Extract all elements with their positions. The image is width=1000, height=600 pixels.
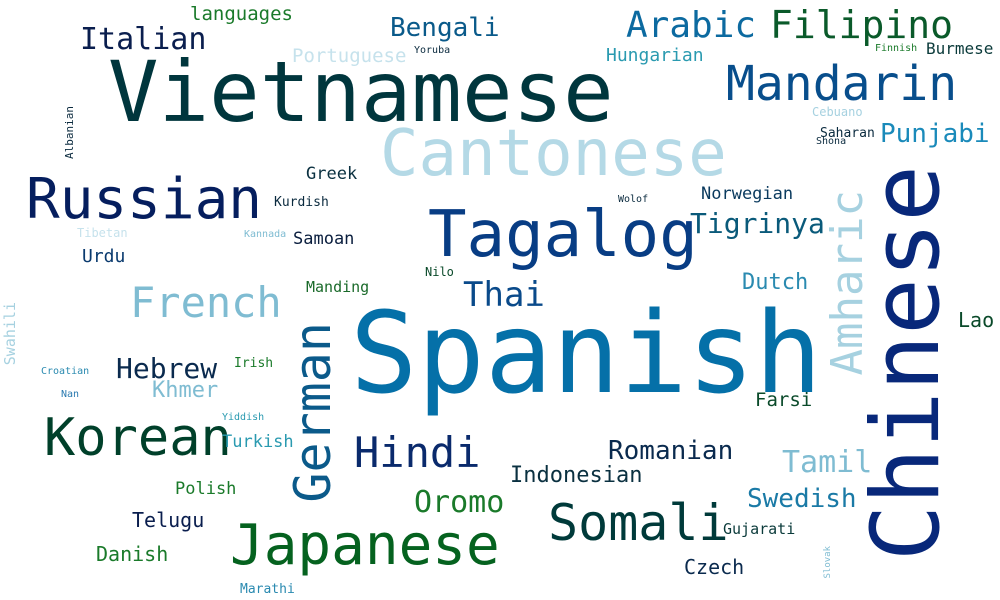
word-polish: Polish (175, 479, 237, 499)
word-italian: Italian (80, 22, 207, 57)
word-lao: Lao (958, 308, 995, 332)
word-manding: Manding (306, 278, 370, 296)
word-somali: Somali (548, 494, 729, 552)
word-kannada: Kannada (244, 229, 287, 240)
word-swahili: Swahili (1, 302, 19, 366)
word-burmese: Burmese (926, 39, 994, 58)
word-danish: Danish (96, 542, 169, 566)
word-dutch: Dutch (742, 270, 809, 295)
word-greek: Greek (306, 164, 358, 184)
word-khmer: Khmer (152, 378, 219, 403)
word-finnish: Finnish (875, 43, 918, 54)
word-nilo: Nilo (425, 265, 454, 279)
word-japanese: Japanese (230, 513, 500, 578)
word-chinese: Chinese (852, 165, 961, 562)
word-languages: languages (190, 3, 293, 25)
word-hebrew: Hebrew (116, 352, 218, 385)
word-cantonese: Cantonese (380, 117, 727, 191)
word-saharan: Saharan (820, 126, 875, 141)
word-tigrinya: Tigrinya (690, 207, 825, 240)
word-russian: Russian (26, 167, 263, 232)
word-portuguese: Portuguese (292, 45, 407, 67)
word-czech: Czech (684, 555, 745, 579)
word-filipino: Filipino (770, 3, 954, 47)
word-korean: Korean (44, 408, 232, 468)
word-yiddish: Yiddish (222, 412, 265, 423)
word-yoruba: Yoruba (414, 45, 451, 56)
word-german: German (284, 322, 342, 503)
word-punjabi: Punjabi (880, 119, 990, 149)
word-farsi: Farsi (755, 389, 813, 411)
word-nan: Nan (61, 389, 80, 400)
word-gujarati: Gujarati (723, 520, 796, 538)
word-mandarin: Mandarin (726, 56, 958, 112)
word-swedish: Swedish (747, 484, 857, 514)
word-french: French (130, 278, 282, 327)
word-norwegian: Norwegian (701, 184, 794, 204)
word-bengali: Bengali (390, 13, 500, 43)
word-urdu: Urdu (82, 246, 126, 267)
word-hungarian: Hungarian (606, 45, 704, 66)
word-romanian: Romanian (608, 436, 734, 466)
word-tagalog: Tagalog (428, 198, 698, 272)
word-cebuano: Cebuano (812, 105, 863, 119)
word-amharic: Amharic (822, 190, 873, 376)
word-spanish: Spanish (350, 289, 823, 419)
word-tibetan: Tibetan (77, 226, 128, 240)
word-vietnamese: Vietnamese (108, 43, 614, 141)
word-shona: Shona (816, 136, 847, 147)
word-slovak: Slovak (823, 546, 833, 579)
word-turkish: Turkish (222, 432, 294, 452)
word-telugu: Telugu (132, 508, 205, 532)
word-hindi: Hindi (354, 428, 481, 477)
word-irish: Irish (234, 356, 274, 371)
word-oromo: Oromo (414, 485, 505, 520)
word-samoan: Samoan (293, 229, 355, 249)
word-kurdish: Kurdish (274, 195, 329, 210)
word-albanian: Albanian (63, 106, 76, 159)
word-indonesian: Indonesian (510, 463, 643, 488)
word-arabic: Arabic (626, 5, 757, 46)
word-thai: Thai (463, 275, 545, 315)
word-marathi: Marathi (240, 582, 295, 597)
word-tamil: Tamil (782, 445, 873, 480)
word-wolof: Wolof (618, 194, 649, 205)
word-croatian: Croatian (41, 366, 90, 377)
